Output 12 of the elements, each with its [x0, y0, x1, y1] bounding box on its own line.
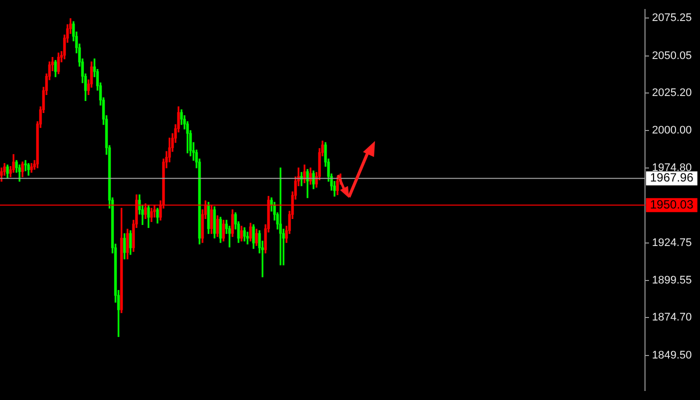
y-tick-label: 1899.55 [652, 274, 692, 287]
ref-line-label: 1950.03 [650, 197, 694, 212]
y-tick-label: 2075.25 [652, 12, 692, 24]
candlestick [279, 168, 282, 266]
y-tick-label: 2050.05 [652, 50, 692, 62]
y-tick-label: 2025.20 [652, 86, 692, 99]
y-tick-label: 1849.50 [652, 349, 692, 362]
y-tick-label: 1874.70 [652, 312, 692, 324]
y-tick-label: 2000.00 [652, 124, 692, 137]
candlestick [24, 160, 27, 172]
candlestick [246, 232, 249, 244]
y-tick-label: 1924.75 [652, 236, 692, 249]
